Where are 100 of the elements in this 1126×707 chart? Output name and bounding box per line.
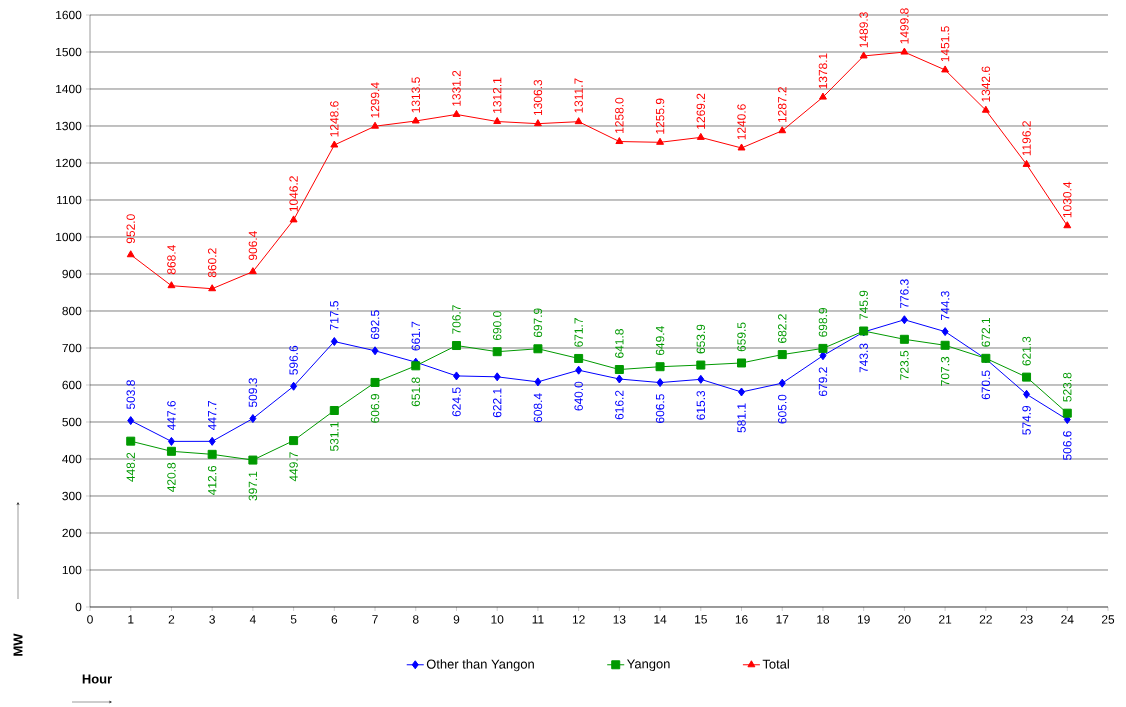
data-label: 412.6 [207,465,217,496]
data-label: 661.7 [411,321,420,351]
x-axis-title: Hour [82,674,112,684]
data-label: 503.8 [126,380,135,410]
y-tick-label: 200 [62,528,82,538]
y-tick-label: 400 [62,454,82,464]
point [1062,408,1072,418]
point [696,360,706,370]
point [289,436,299,446]
data-label: 509.3 [248,378,258,408]
point [329,405,339,415]
point [167,281,176,289]
data-label: 449.7 [289,452,298,482]
data-label: 952.0 [126,214,135,244]
data-label: 616.2 [615,390,624,420]
y-tick-label: 900 [62,269,82,279]
data-label: 606.5 [655,394,665,423]
x-tick-label: 8 [412,615,419,624]
data-label: 679.2 [818,367,828,397]
y-tick-label: 1100 [57,195,82,205]
data-label: 1255.9 [655,98,665,134]
data-label: 608.4 [533,393,543,423]
point [126,250,135,258]
data-label: 1248.6 [330,101,339,137]
point [696,132,705,140]
data-label: 868.4 [167,245,176,275]
y-tick-label: 600 [62,380,82,390]
point [411,116,420,124]
legend-label: Total [762,659,789,669]
data-label: 1451.5 [940,26,950,62]
x-tick-label: 18 [817,615,830,624]
x-tick-label: 20 [898,615,911,624]
point [533,119,542,127]
data-label: 624.5 [452,387,461,417]
point [208,436,216,446]
data-label: 1499.8 [900,8,909,44]
point [248,455,258,465]
data-label: 671.7 [574,318,583,347]
y-tick-label: 300 [62,491,82,501]
data-label: 860.2 [207,248,217,278]
point [451,341,461,351]
data-label: 640.0 [574,381,583,411]
data-label: 651.8 [411,377,420,407]
data-label: 1378.1 [818,53,828,89]
point [738,387,746,397]
legend-label: Other than Yangon [426,659,534,672]
x-tick-label: 6 [331,615,338,624]
point [900,315,908,325]
point [208,284,217,292]
data-label: 641.8 [615,329,624,358]
point [1022,372,1032,382]
point [289,215,298,223]
x-tick-label: 15 [695,615,707,624]
data-label: 447.7 [208,401,217,431]
y-tick-label: 1200 [56,158,82,168]
data-label: 690.0 [492,311,502,341]
data-label: 581.1 [737,403,746,433]
data-label: 1299.4 [370,82,380,118]
x-tick-label: 4 [249,615,256,624]
point [614,365,624,375]
x-tick-label: 11 [532,615,544,624]
data-label: 448.2 [126,452,135,482]
point [493,117,502,125]
y-tick-label: 700 [62,343,82,353]
data-label: 723.5 [900,350,909,380]
x-tick-label: 3 [209,615,215,624]
point [371,346,379,356]
point [1063,221,1072,229]
y-axis-title: MW [13,633,23,656]
data-label: 420.8 [167,462,176,492]
y-tick-label: 1600 [56,10,82,20]
point [941,65,950,73]
x-tick-label: 21 [939,615,952,624]
point [167,436,175,446]
y-tick-label: 1000 [56,232,82,242]
data-label: 744.3 [940,291,950,320]
data-label: 659.5 [737,322,746,352]
point [370,377,380,387]
data-label: 1342.6 [981,66,991,102]
data-label: 574.9 [1022,405,1031,435]
data-label: 1306.3 [533,79,543,116]
y-tick-label: 1400 [56,84,82,94]
legend-label: Yangon [627,659,670,672]
point [1023,389,1031,399]
point [452,109,461,117]
point [411,361,421,371]
data-label: 615.3 [696,390,706,420]
data-label: 1489.3 [859,12,868,48]
x-tick-label: 17 [776,615,789,624]
x-tick-label: 5 [290,615,297,624]
data-label: 1287.2 [778,87,787,123]
x-tick-label: 16 [735,615,748,624]
data-label: 1331.2 [452,70,461,106]
point [127,416,135,426]
point [207,449,217,459]
data-label: 1046.2 [289,176,298,212]
point [819,351,827,361]
y-tick-label: 1500 [56,47,82,57]
x-tick-label: 1 [128,615,134,624]
data-label: 606.9 [370,394,380,423]
